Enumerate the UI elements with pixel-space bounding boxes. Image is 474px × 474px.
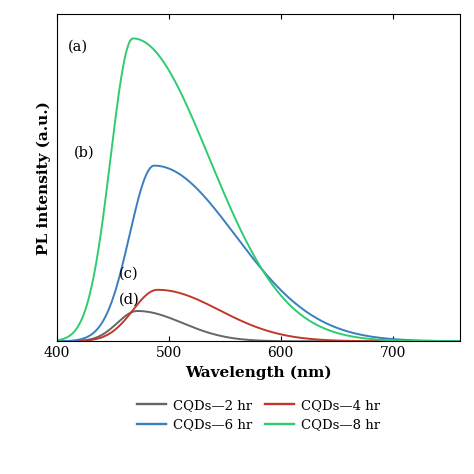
Text: (d): (d) <box>118 292 139 307</box>
Text: (c): (c) <box>118 267 138 281</box>
Y-axis label: PL intensity (a.u.): PL intensity (a.u.) <box>37 101 51 255</box>
X-axis label: Wavelength (nm): Wavelength (nm) <box>185 366 332 380</box>
Text: (b): (b) <box>73 146 94 160</box>
Legend: CQDs—2 hr, CQDs—6 hr, CQDs—4 hr, CQDs—8 hr: CQDs—2 hr, CQDs—6 hr, CQDs—4 hr, CQDs—8 … <box>132 394 385 437</box>
Text: (a): (a) <box>68 40 88 54</box>
